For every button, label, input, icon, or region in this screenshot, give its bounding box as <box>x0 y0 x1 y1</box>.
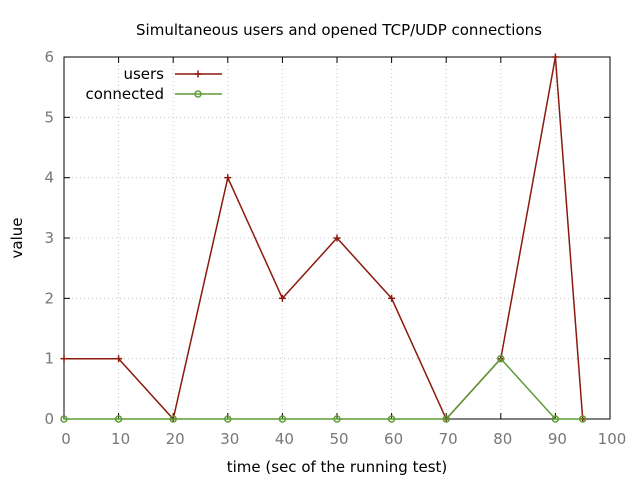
data-point-users <box>224 174 232 182</box>
x-tick-label: 50 <box>329 430 348 448</box>
y-tick-label: 1 <box>44 350 54 368</box>
y-tick-label: 3 <box>44 229 54 247</box>
x-tick-label: 60 <box>384 430 403 448</box>
y-tick-label: 2 <box>44 289 54 307</box>
x-tick-label: 90 <box>548 430 567 448</box>
series <box>60 53 587 423</box>
data-point-connected <box>497 354 505 363</box>
data-point-connected <box>387 415 396 423</box>
data-point-connected <box>114 415 123 423</box>
y-tick-label: 6 <box>44 48 54 66</box>
x-axis-label: time (sec of the running test) <box>227 458 448 476</box>
x-tick-label: 70 <box>439 430 458 448</box>
x-tick-label: 40 <box>275 430 294 448</box>
x-tick-label: 0 <box>61 430 71 448</box>
x-tick-label: 10 <box>111 430 130 448</box>
x-tick-label: 20 <box>166 430 185 448</box>
data-point-connected <box>60 415 68 423</box>
data-point-users <box>551 53 559 61</box>
data-point-connected <box>278 415 287 423</box>
legend-label-users: users <box>123 65 164 83</box>
y-axis-label: value <box>8 218 26 259</box>
series-line-connected <box>64 357 583 420</box>
data-point-users <box>60 355 68 363</box>
legend-marker-connected <box>194 90 202 98</box>
y-tick-label: 4 <box>44 169 54 187</box>
legend-label-connected: connected <box>85 85 164 103</box>
data-point-connected <box>224 415 232 423</box>
chart-title: Simultaneous users and opened TCP/UDP co… <box>136 21 542 39</box>
data-point-connected <box>442 415 450 423</box>
x-tick-label: 80 <box>493 430 512 448</box>
data-point-users <box>388 294 396 302</box>
x-tick-label: 30 <box>220 430 239 448</box>
y-tick-label: 0 <box>44 410 54 428</box>
data-point-users <box>333 234 341 242</box>
data-point-connected <box>578 415 587 423</box>
data-point-users <box>115 355 123 363</box>
data-point-connected <box>169 415 177 423</box>
data-point-connected <box>551 415 560 423</box>
legend: users connected <box>85 65 222 103</box>
data-point-connected <box>333 415 341 423</box>
data-point-users <box>278 294 286 302</box>
x-tick-label: 100 <box>598 430 627 448</box>
y-tick-label: 5 <box>44 108 54 126</box>
legend-marker-users <box>194 70 202 78</box>
